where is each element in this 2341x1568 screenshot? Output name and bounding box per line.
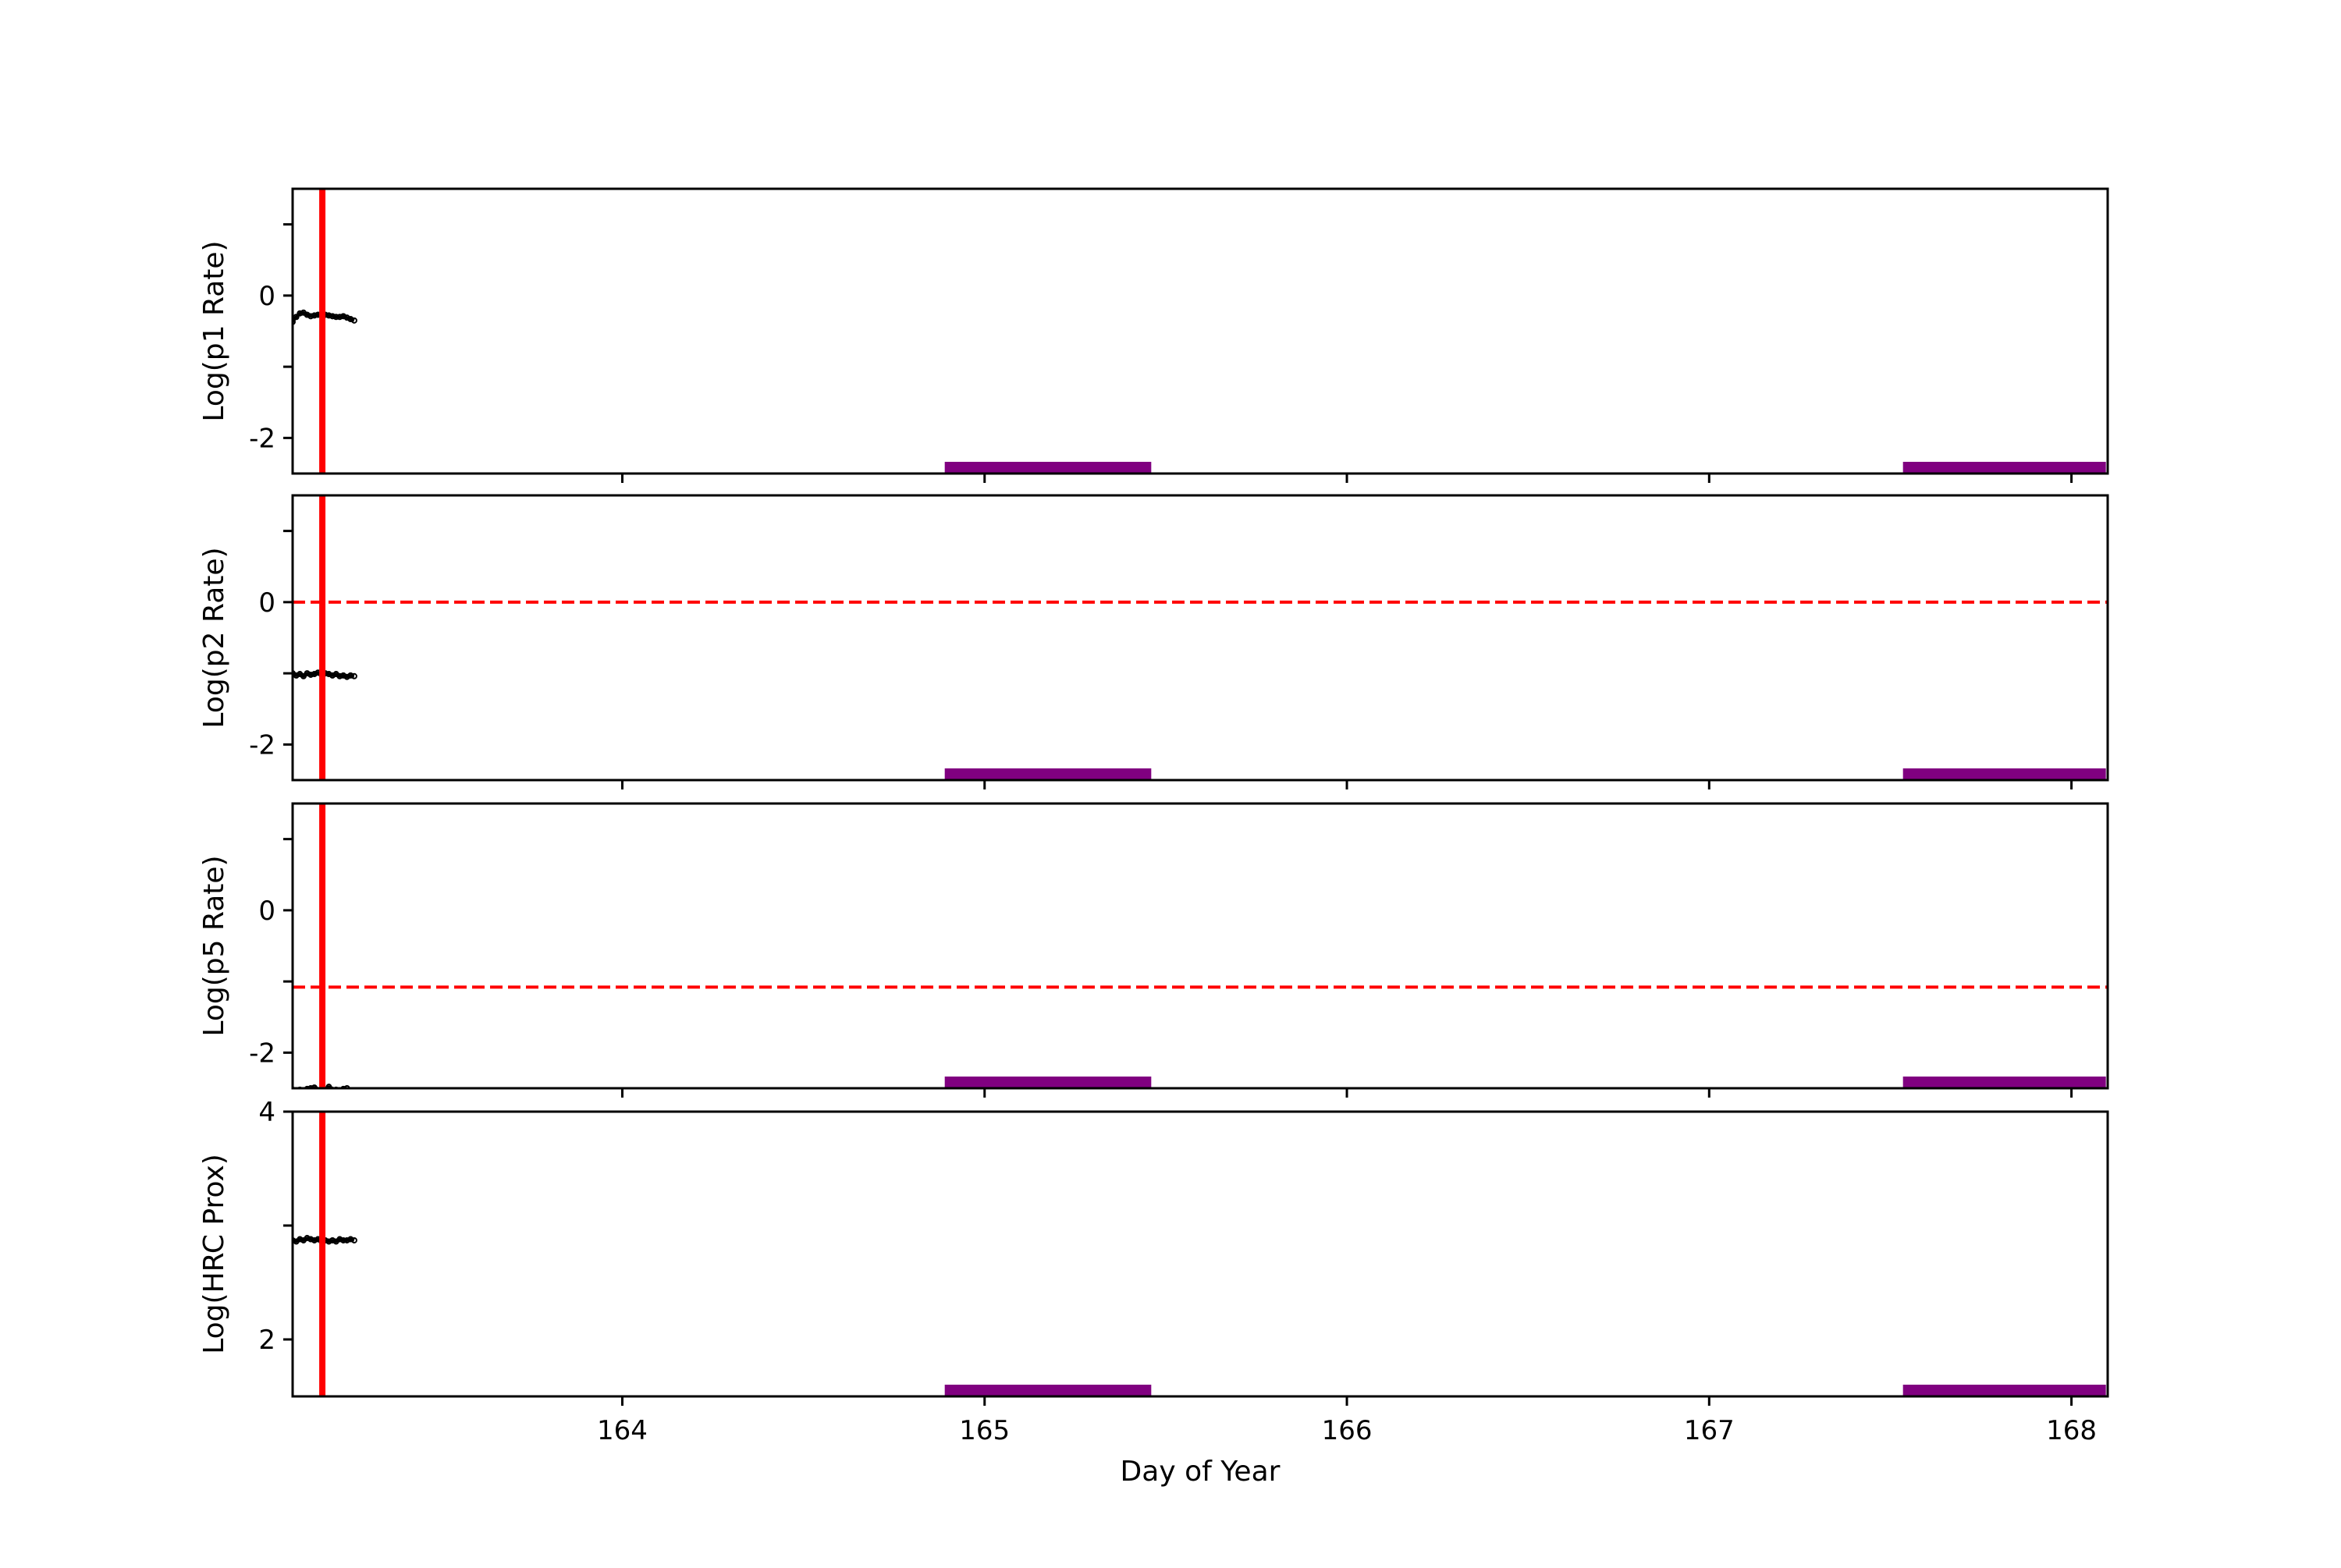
- data-point: [307, 313, 314, 320]
- y-tick-label: 2: [258, 1325, 275, 1356]
- subplot-1: -2 0 Log(p1 Rate): [198, 187, 2109, 483]
- y-axis-label: Log(p1 Rate): [198, 240, 230, 421]
- subplot-4: 2 4 164 165 166 167 168 Log(HRC Prox): [198, 1097, 2109, 1446]
- axes-frame: [291, 494, 2109, 782]
- data-point: [332, 314, 339, 321]
- subplot-2: -2 0 Log(p2 Rate): [198, 494, 2109, 789]
- data-point: [329, 313, 336, 320]
- data-point: [339, 1236, 346, 1243]
- interval-bar: [944, 1385, 1152, 1396]
- y-axis-label: Log(HRC Prox): [198, 1154, 230, 1354]
- x-tick-label: 165: [959, 1415, 1010, 1446]
- y-tick-label: 4: [258, 1097, 275, 1128]
- interval-bar: [1902, 1077, 2106, 1088]
- data-point: [340, 1085, 346, 1088]
- y-tick-label: -2: [249, 423, 275, 454]
- interval-bar: [944, 1077, 1152, 1088]
- x-tick-label: 168: [2046, 1415, 2097, 1446]
- data-point: [336, 314, 343, 321]
- data-point: [343, 1085, 350, 1088]
- data-point: [350, 672, 357, 679]
- subplot-3: -2 0 Log(p5 Rate): [198, 802, 2109, 1098]
- plot-area: [293, 495, 2108, 780]
- y-tick-label: 0: [258, 587, 275, 619]
- x-tick-label: 166: [1322, 1415, 1373, 1446]
- y-tick-label: -2: [249, 729, 275, 761]
- y-tick-label: 0: [258, 896, 275, 927]
- interval-bar: [1902, 462, 2106, 474]
- y-tick-label: 0: [258, 281, 275, 312]
- interval-bar: [1902, 1385, 2106, 1396]
- interval-bar: [1902, 768, 2106, 780]
- data-point: [293, 314, 300, 321]
- data-point: [325, 312, 332, 319]
- y-axis-label: Log(p5 Rate): [198, 855, 230, 1036]
- data-point: [307, 1085, 314, 1088]
- y-axis-label: Log(p2 Rate): [198, 547, 230, 728]
- data-point: [293, 318, 296, 325]
- data-point: [304, 1085, 311, 1088]
- data-point: [336, 672, 343, 679]
- axes-frame: [291, 802, 2109, 1090]
- data-point: [297, 310, 304, 317]
- data-point: [325, 1084, 332, 1088]
- x-axis-label: Day of Year: [1121, 1456, 1281, 1488]
- axes-frame: [291, 187, 2109, 475]
- data-point: [311, 312, 318, 319]
- y-tick-label: -2: [249, 1038, 275, 1069]
- data-point: [350, 317, 357, 324]
- data-point: [347, 672, 354, 679]
- axes-frame: [291, 1110, 2109, 1398]
- plot-area: [293, 189, 2106, 474]
- interval-bar: [944, 768, 1152, 780]
- subplots: -2 0 Log(p1 Rate) -2 0 Log(p2 Rate) -2 0 Log(p5 …: [198, 187, 2109, 1446]
- interval-bar: [944, 462, 1152, 474]
- data-point: [300, 672, 307, 679]
- data-point: [350, 1236, 357, 1243]
- plot-area: [293, 1112, 2106, 1396]
- data-point: [307, 671, 314, 678]
- x-tick-label: 167: [1684, 1415, 1735, 1446]
- plot-area: [293, 804, 2108, 1088]
- x-tick-label: 164: [597, 1415, 648, 1446]
